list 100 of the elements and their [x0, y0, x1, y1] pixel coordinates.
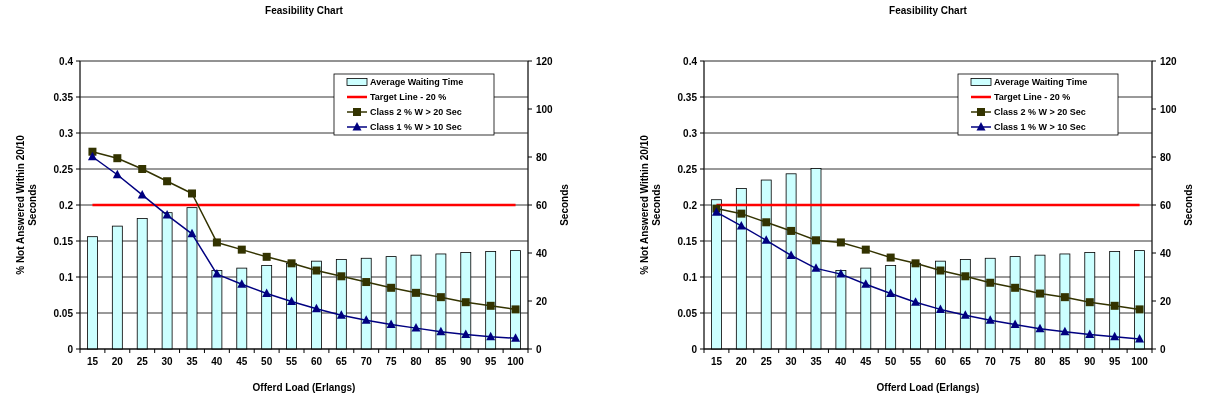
point	[486, 331, 496, 341]
point	[162, 210, 172, 219]
y2-tick-label: 20	[536, 295, 548, 307]
point	[787, 226, 796, 235]
point	[886, 253, 895, 262]
legend-label: Average Waiting Time	[994, 77, 1088, 88]
x-axis-title: Offerd Load (Erlangs)	[876, 382, 980, 393]
x-tick-label: 80	[1034, 356, 1046, 367]
y2-tick-label: 0	[536, 343, 542, 355]
x-tick-label: 40	[211, 356, 223, 367]
y-tick-label: 0.15	[677, 235, 698, 247]
y2-axis-title: Seconds	[1183, 183, 1194, 226]
x-tick-label: 50	[261, 356, 273, 367]
x-tick-label: 100	[1131, 356, 1149, 367]
point	[1110, 331, 1120, 341]
point	[237, 279, 247, 288]
point	[736, 220, 746, 230]
point	[262, 252, 271, 261]
y-tick-label: 0.05	[677, 307, 698, 319]
point	[786, 250, 796, 259]
x-tick-label: 60	[934, 356, 947, 367]
legend-label: Class 2 % W > 20 Sec	[370, 107, 462, 118]
point	[1135, 305, 1144, 314]
y-tick-label: 0.2	[59, 199, 74, 211]
point	[113, 154, 122, 163]
y-axis-title: % Not Answered Within 20/10 Seconds	[15, 134, 38, 275]
x-tick-label: 85	[435, 356, 447, 367]
y2-tick-label: 0	[1160, 343, 1166, 355]
y-tick-label: 0	[691, 343, 698, 355]
point	[511, 305, 520, 314]
y-tick-label: 0.15	[53, 235, 74, 247]
point	[163, 177, 172, 186]
x-tick-label: 60	[310, 356, 323, 367]
point	[986, 278, 995, 287]
x-tick-label: 95	[1109, 356, 1121, 367]
point	[237, 245, 246, 254]
point	[1085, 298, 1094, 307]
chart-title: Feasibility Chart	[889, 5, 968, 16]
x-tick-label: 20	[735, 356, 748, 367]
legend-label: Target Line - 20 %	[370, 92, 447, 103]
point	[287, 259, 296, 268]
x-tick-label: 15	[710, 356, 723, 367]
point	[486, 301, 495, 310]
point	[212, 238, 221, 247]
point	[361, 315, 371, 324]
point	[137, 189, 147, 199]
point	[985, 315, 995, 324]
y-tick-label: 0.2	[683, 199, 698, 211]
x-tick-label: 65	[335, 356, 348, 367]
y-tick-label: 0.35	[53, 91, 74, 103]
point	[312, 266, 321, 275]
x-tick-label: 25	[136, 356, 149, 367]
x-tick-label: 45	[236, 356, 248, 367]
x-tick-label: 75	[385, 356, 398, 367]
x-tick-label: 50	[885, 356, 897, 367]
x-tick-label: 35	[810, 356, 822, 367]
point	[1110, 301, 1119, 310]
y2-tick-label: 40	[1160, 247, 1172, 259]
y-tick-label: 0.35	[677, 91, 698, 103]
point	[262, 288, 272, 298]
x-tick-label: 35	[186, 356, 198, 367]
x-tick-label: 30	[161, 356, 174, 367]
x-tick-label: 70	[984, 356, 997, 367]
point	[461, 329, 471, 339]
point	[836, 269, 846, 278]
point	[761, 235, 771, 244]
y2-tick-label: 20	[1160, 295, 1172, 307]
x-tick-label: 90	[1084, 356, 1096, 367]
y-tick-label: 0.3	[683, 127, 698, 139]
y2-tick-label: 120	[536, 55, 554, 67]
point	[138, 165, 147, 173]
y-axis-title: % Not Answered Within 20/10 Seconds	[639, 134, 662, 275]
x-tick-label: 65	[959, 356, 972, 367]
x-tick-label: 25	[760, 356, 773, 367]
point	[911, 297, 921, 306]
x-tick-label: 20	[111, 356, 124, 367]
x-tick-label: 55	[909, 356, 922, 367]
legend-label: Average Waiting Time	[370, 77, 464, 88]
x-tick-label: 80	[410, 356, 422, 367]
y-tick-label: 0.1	[683, 271, 698, 283]
x-tick-label: 40	[835, 356, 847, 367]
point	[87, 151, 97, 161]
x-tick-label: 100	[507, 356, 525, 367]
x-tick-label: 45	[860, 356, 872, 367]
y2-tick-label: 60	[536, 199, 548, 211]
legend-label: Class 1 % W > 10 Sec	[994, 122, 1086, 133]
x-tick-label: 30	[785, 356, 798, 367]
y2-tick-label: 40	[536, 247, 548, 259]
y-tick-label: 0.4	[59, 55, 74, 67]
y-tick-label: 0.25	[677, 163, 698, 175]
point	[362, 278, 371, 287]
y2-axis-title: Seconds	[559, 183, 570, 226]
point	[935, 304, 945, 313]
point	[960, 310, 970, 319]
point	[812, 236, 820, 245]
point	[861, 279, 871, 288]
y-tick-label: 0.4	[683, 55, 698, 67]
point	[1085, 329, 1095, 339]
point	[936, 266, 945, 275]
x-tick-label: 95	[485, 356, 497, 367]
